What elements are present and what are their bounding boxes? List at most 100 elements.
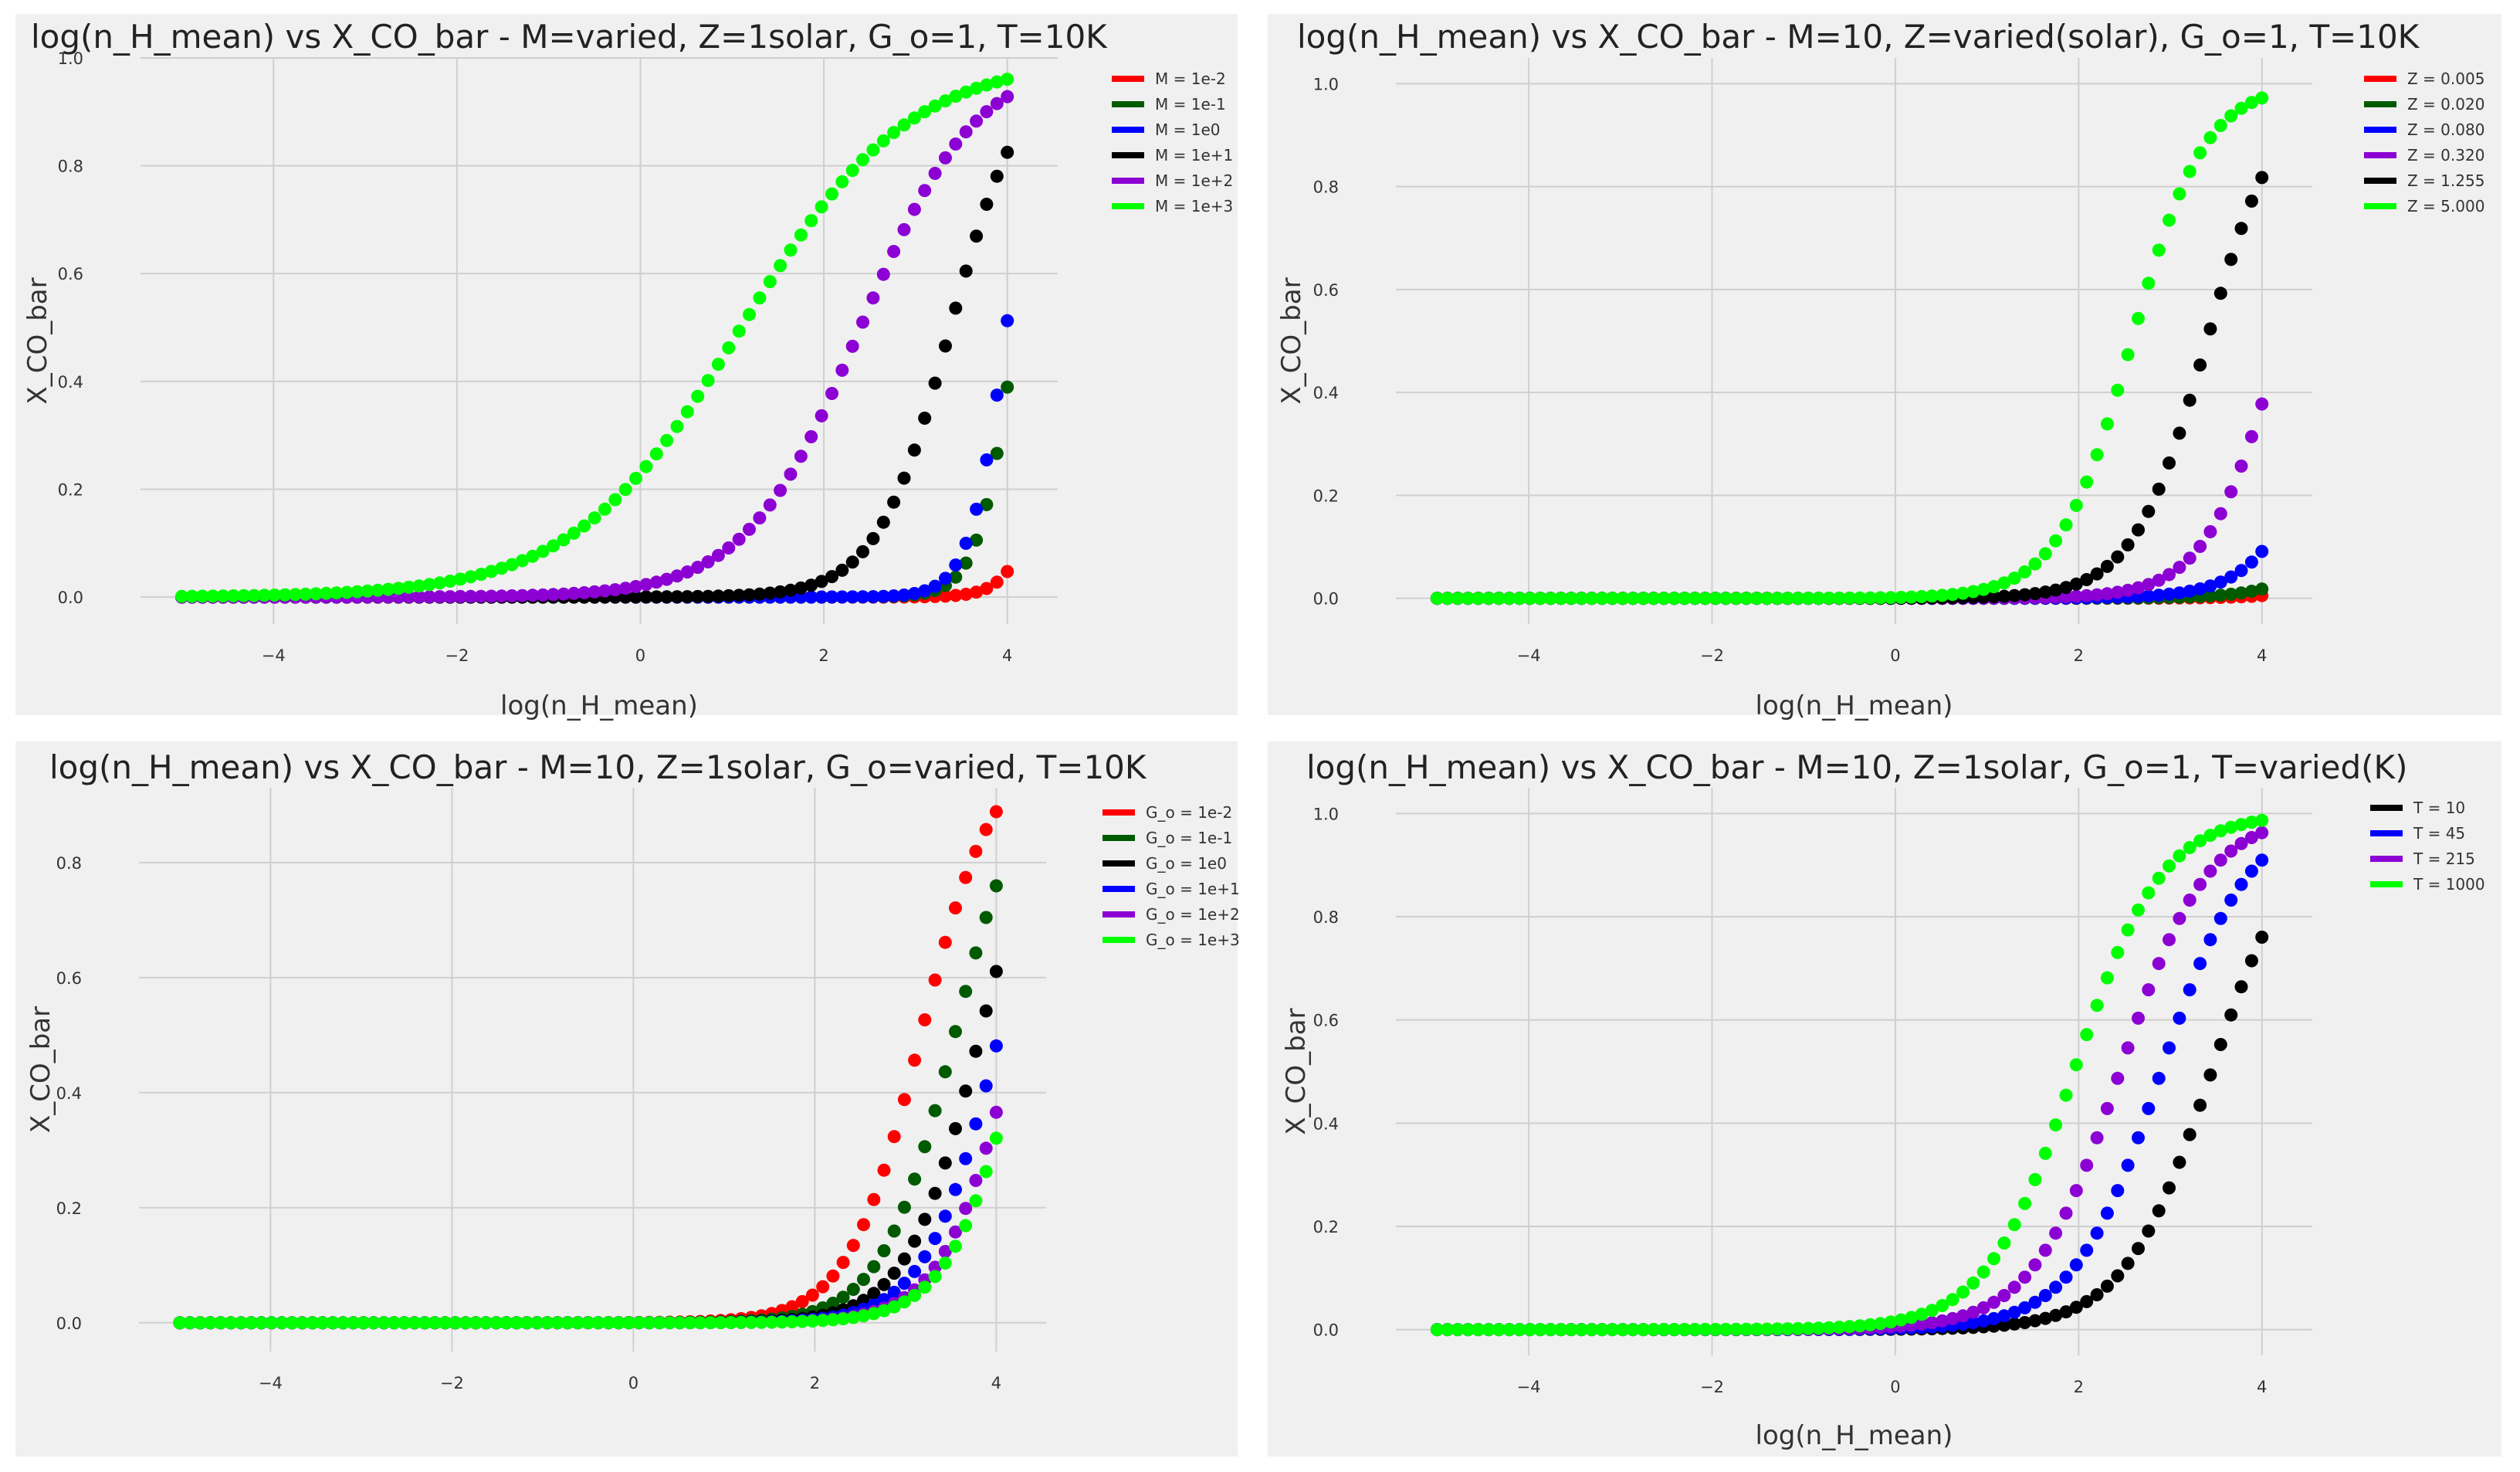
data-point — [2255, 813, 2269, 827]
data-point — [1688, 1323, 1702, 1336]
data-point — [1749, 592, 1763, 605]
data-point — [2111, 585, 2125, 599]
data-point — [598, 502, 611, 516]
data-point — [938, 1209, 952, 1223]
data-point — [897, 222, 911, 236]
data-point — [980, 198, 994, 211]
data-point — [928, 167, 942, 180]
data-point — [1791, 1321, 1805, 1335]
data-point — [857, 1273, 870, 1287]
data-point — [680, 565, 694, 579]
y-tick-label: 0.0 — [56, 1314, 82, 1333]
data-point — [1863, 591, 1877, 605]
data-point — [216, 589, 230, 603]
legend-label: M = 1e+1 — [1155, 146, 1233, 164]
data-point — [581, 1316, 595, 1330]
data-point — [371, 583, 384, 597]
data-point — [1512, 1323, 1526, 1337]
data-point — [2255, 91, 2269, 105]
data-point — [2193, 540, 2207, 553]
x-tick-label: 2 — [2074, 1378, 2084, 1396]
data-point — [826, 1313, 840, 1327]
data-point — [495, 589, 509, 603]
data-point — [2111, 383, 2125, 397]
data-point — [670, 590, 684, 604]
data-point — [2203, 933, 2217, 947]
data-point — [2152, 1071, 2166, 1085]
data-point — [918, 105, 932, 119]
data-point — [2069, 577, 2083, 591]
data-point — [795, 1294, 809, 1308]
data-point — [2049, 1118, 2063, 1132]
data-point — [495, 561, 509, 575]
data-point — [2244, 585, 2258, 599]
data-point — [918, 1013, 932, 1026]
data-point — [2132, 311, 2145, 325]
data-point — [402, 580, 415, 594]
data-point — [474, 568, 488, 582]
data-point — [765, 1315, 779, 1329]
data-point — [1647, 592, 1661, 605]
data-point — [2121, 1257, 2135, 1270]
data-point — [195, 589, 209, 603]
data-point — [743, 307, 756, 321]
x-tick-label: −4 — [1517, 646, 1541, 665]
data-point — [2132, 1011, 2145, 1025]
data-point — [2080, 1158, 2094, 1172]
data-point — [816, 1280, 830, 1294]
data-point — [1997, 1309, 2011, 1323]
legend: Z = 0.005 Z = 0.020 Z = 0.080 Z = 0.320 Z = … — [2364, 70, 2484, 215]
data-point — [856, 315, 869, 329]
data-point — [629, 580, 642, 593]
data-point — [2173, 426, 2186, 440]
data-point — [989, 1039, 1003, 1053]
data-point — [2152, 957, 2166, 971]
data-point — [887, 589, 901, 603]
data-point — [2018, 1316, 2032, 1329]
data-point — [193, 1316, 207, 1330]
data-point — [1987, 1311, 2000, 1325]
data-point — [815, 409, 828, 422]
data-point — [588, 585, 601, 599]
data-point — [1874, 1317, 1888, 1331]
data-point — [2059, 1206, 2073, 1220]
data-point — [1997, 576, 2011, 590]
data-point — [969, 844, 983, 858]
x-tick-label: 4 — [991, 1374, 1001, 1392]
data-point — [1832, 1321, 1846, 1334]
data-point — [1966, 1276, 1980, 1290]
y-tick-label: 0.8 — [1313, 178, 1339, 197]
data-point — [2049, 1280, 2063, 1294]
data-point — [2059, 1270, 2073, 1284]
y-tick-label: 0.0 — [58, 588, 83, 607]
data-point — [1430, 1323, 1444, 1337]
data-point — [680, 590, 694, 604]
data-point — [856, 590, 869, 604]
data-point — [1523, 1323, 1537, 1337]
data-point — [670, 419, 684, 433]
data-point — [724, 1316, 738, 1329]
data-point — [785, 1300, 799, 1314]
data-point — [2234, 836, 2248, 850]
data-point — [805, 1288, 819, 1302]
data-point — [2007, 572, 2021, 585]
data-point — [1905, 590, 1919, 604]
data-point — [578, 519, 591, 533]
data-point — [2028, 587, 2042, 601]
data-point — [815, 590, 828, 604]
data-point — [649, 447, 663, 461]
data-point — [876, 515, 890, 529]
data-point — [2111, 550, 2125, 564]
chart-title: log(n_H_mean) vs X_CO_bar - M=10, Z=vari… — [1297, 18, 2420, 56]
data-point — [1843, 1320, 1857, 1334]
data-point — [479, 1316, 493, 1330]
data-point — [2069, 1184, 2083, 1198]
data-point — [980, 105, 994, 119]
legend-label: G_o = 1e+1 — [1146, 880, 1240, 898]
data-point — [763, 498, 777, 512]
data-point — [2203, 589, 2217, 603]
y-tick-label: 1.0 — [1313, 75, 1339, 93]
x-tick-label: −4 — [1517, 1378, 1541, 1396]
data-point — [2080, 475, 2094, 489]
